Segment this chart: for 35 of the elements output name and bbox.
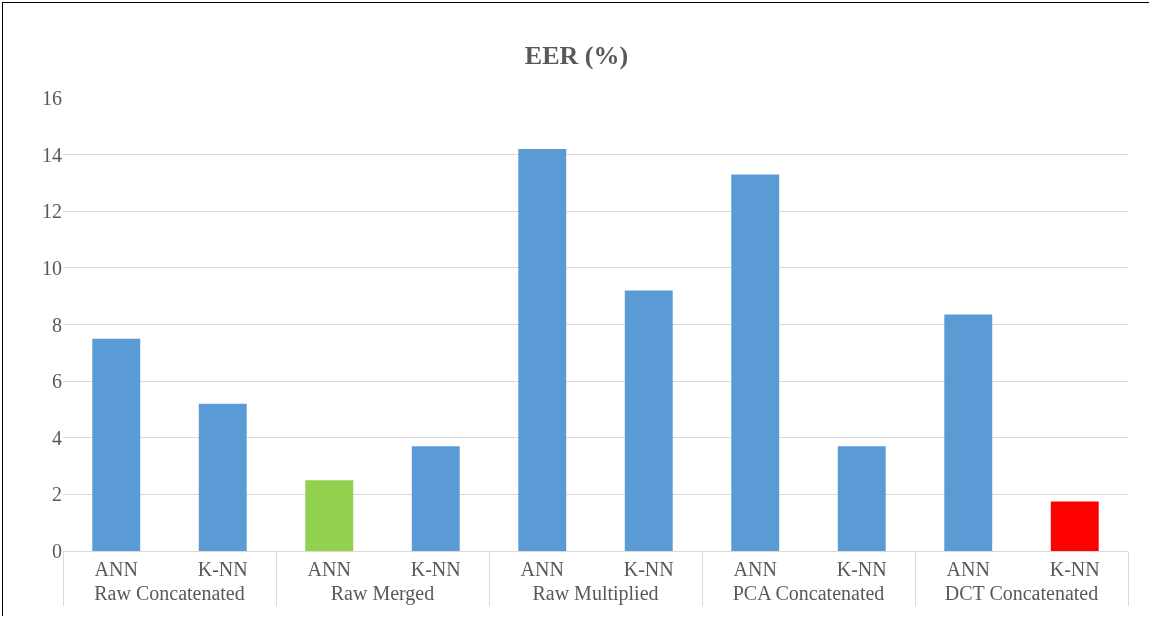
y-tick-label: 8 [52, 313, 62, 336]
y-tick-label: 2 [52, 483, 62, 506]
text: DCT Concatenated [944, 582, 1099, 604]
y-tick-label: 10 [42, 256, 62, 279]
bar [92, 338, 141, 551]
x-tick-label: ANN [733, 558, 777, 580]
bar [1050, 501, 1099, 551]
x-tick-label: K-NN [623, 558, 674, 580]
x-tick-label: ANN [946, 558, 990, 580]
bar [624, 290, 673, 551]
x-tick-label: K-NN [410, 558, 461, 580]
x-tick-label: K-NN [1049, 558, 1100, 580]
text: Raw Multiplied [532, 582, 659, 605]
y-tick-label: 4 [52, 426, 62, 449]
text: PCA Concatenated [732, 582, 885, 604]
bar [944, 314, 993, 551]
y-tick-label: 0 [52, 540, 62, 562]
bar [198, 403, 247, 551]
bar [731, 174, 780, 551]
x-tick-label: K-NN [197, 558, 248, 580]
bar [411, 446, 460, 551]
chart-title: EER (%) [524, 41, 629, 71]
x-tick-label: ANN [520, 558, 564, 580]
bar [518, 148, 567, 551]
x-tick-label: ANN [94, 558, 138, 580]
y-tick-label: 6 [52, 370, 62, 393]
text: Raw Concatenated [94, 582, 245, 604]
x-tick-label: ANN [307, 558, 351, 580]
y-tick-label: 12 [42, 200, 62, 223]
x-tick-label: K-NN [836, 558, 887, 580]
y-tick-label: 14 [42, 143, 62, 166]
bar [837, 446, 886, 551]
text: Raw Merged [330, 582, 435, 605]
bar [305, 480, 354, 551]
y-tick-label: 16 [42, 87, 62, 109]
